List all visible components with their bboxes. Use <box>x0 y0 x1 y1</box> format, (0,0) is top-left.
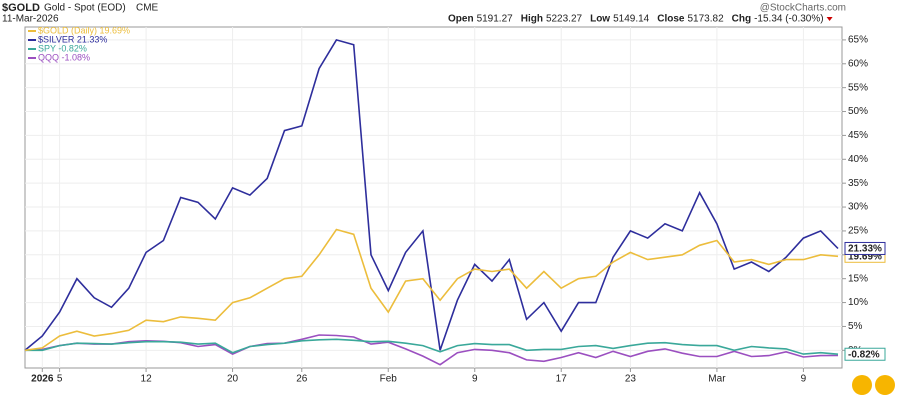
quote-value: 5191.27 <box>477 14 514 25</box>
quote-value: -15.34 (-0.30%) <box>754 14 823 25</box>
quote-label: Low <box>590 14 610 25</box>
symbol: $GOLD <box>2 2 40 14</box>
logo-circle <box>852 375 872 395</box>
description: Gold - Spot (EOD) <box>44 3 126 14</box>
y-tick-label: 45% <box>848 130 868 141</box>
date: 11-Mar-2026 <box>2 14 59 25</box>
end-label: 19.69% <box>848 251 882 262</box>
y-tick-label: 35% <box>848 178 868 189</box>
series-line <box>25 338 839 355</box>
x-tick-label: 9 <box>472 374 478 385</box>
legend-entry: SPY -0.82% <box>38 43 87 53</box>
series-line <box>24 228 839 352</box>
end-label-box <box>844 241 886 255</box>
y-tick-label: 60% <box>848 58 868 69</box>
y-tick-label: 40% <box>848 154 868 165</box>
x-tick-label: Feb <box>380 374 398 385</box>
y-tick-label: 15% <box>848 273 868 284</box>
legend-entry: $GOLD (Daily) 19.69% <box>38 25 130 35</box>
y-tick-label: 10% <box>848 297 868 308</box>
x-tick-label: 9 <box>801 374 807 385</box>
end-label-box <box>844 347 886 361</box>
exchange: CME <box>136 3 159 14</box>
y-tick-label: 5% <box>848 321 863 332</box>
x-tick-label: 5 <box>57 374 63 385</box>
y-tick-label: 50% <box>848 106 868 117</box>
y-tick-label: 30% <box>848 202 868 213</box>
x-tick-label: 20 <box>227 374 239 385</box>
quote-label: High <box>521 14 543 25</box>
x-tick-label: Mar <box>708 374 726 385</box>
end-label: -0.82% <box>848 349 880 360</box>
quote-value: 5223.27 <box>546 14 583 25</box>
quote-value: 5149.14 <box>613 14 650 25</box>
quote: Open 5191.27 High 5223.27 Low 5149.14 Close 517… <box>448 14 833 25</box>
legend-entry: $SILVER 21.33% <box>38 34 107 44</box>
plot-frame <box>24 26 843 369</box>
quote-label: Close <box>657 14 685 25</box>
x-tick-label: 17 <box>556 374 568 385</box>
logo <box>852 375 895 395</box>
legend-entry: QQQ -1.08% <box>38 52 90 62</box>
end-label: 21.33% <box>848 244 882 255</box>
y-tick-label: 65% <box>848 35 868 46</box>
change-arrow <box>826 17 833 21</box>
x-tick-label: 12 <box>141 374 153 385</box>
x-tick-label: 26 <box>296 374 308 385</box>
quote-label: Open <box>448 14 474 25</box>
y-tick-label: 55% <box>848 82 868 93</box>
series-line <box>24 38 839 351</box>
quote-label: Chg <box>732 14 751 25</box>
logo-circle <box>875 375 895 395</box>
y-tick-label: 25% <box>848 226 868 237</box>
quote-value: 5173.82 <box>687 14 724 25</box>
watermark: @StockCharts.com <box>760 3 846 14</box>
x-tick-label: 23 <box>625 374 637 385</box>
x-tick-label: 2026 <box>31 374 54 385</box>
